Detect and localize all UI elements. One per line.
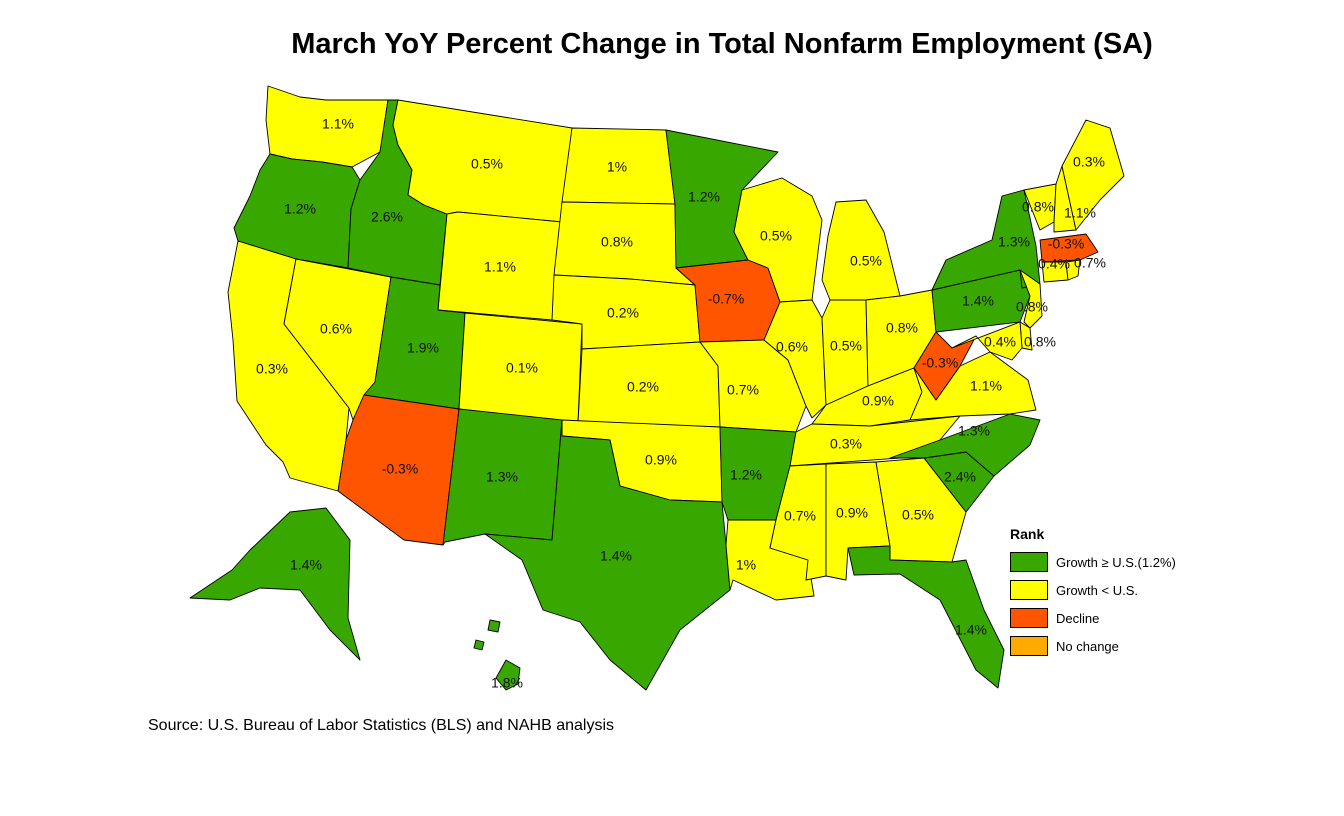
state-value-label-nc: 1.3% — [958, 423, 990, 439]
legend-swatch-growth-lt-us — [1010, 580, 1048, 600]
state-fl — [847, 545, 1005, 689]
state-value-label-me: 0.3% — [1073, 154, 1105, 170]
state-value-label-ok: 0.9% — [645, 452, 677, 468]
state-value-label-wy: 1.1% — [484, 259, 516, 275]
state-ri — [1065, 259, 1081, 281]
state-value-label-or: 1.2% — [284, 201, 316, 217]
state-value-label-ky: 0.9% — [862, 393, 894, 409]
state-value-label-mo: 0.7% — [727, 382, 759, 398]
state-value-label-in: 0.5% — [830, 338, 862, 354]
state-value-label-la: 1% — [736, 557, 756, 573]
map-title: March YoY Percent Change in Total Nonfar… — [291, 28, 1153, 60]
state-value-label-sd: 0.8% — [601, 234, 633, 250]
state-value-label-oh: 0.8% — [886, 320, 918, 336]
state-hi — [473, 619, 521, 691]
state-ak — [189, 507, 361, 661]
state-il — [763, 299, 827, 419]
state-value-label-ga: 0.5% — [902, 507, 934, 523]
state-value-label-az: -0.3% — [382, 461, 419, 477]
state-mi — [821, 199, 901, 301]
state-value-label-wa: 1.1% — [322, 116, 354, 132]
state-value-label-ak: 1.4% — [290, 557, 322, 573]
state-value-label-mi: 0.5% — [850, 253, 882, 269]
state-value-label-nh: 1.1% — [1064, 205, 1096, 221]
legend-item-decline: Decline — [1010, 604, 1176, 632]
state-me — [1061, 119, 1125, 231]
state-value-label-ma: -0.3% — [1048, 236, 1085, 252]
state-value-label-ks: 0.2% — [627, 379, 659, 395]
state-value-label-co: 0.1% — [506, 360, 538, 376]
state-wy — [437, 211, 563, 321]
state-value-label-nv: 0.6% — [320, 321, 352, 337]
state-nh — [1053, 165, 1077, 233]
legend-label-growth-ge-us: Growth ≥ U.S.(1.2%) — [1056, 554, 1176, 570]
state-md — [951, 321, 1023, 361]
state-value-label-nd: 1% — [607, 159, 627, 175]
state-value-label-nj: 0.8% — [1016, 299, 1048, 315]
legend-item-growth-ge-us: Growth ≥ U.S.(1.2%) — [1010, 548, 1176, 576]
state-value-label-il: 0.6% — [776, 339, 808, 355]
legend: Rank Growth ≥ U.S.(1.2%) Growth < U.S. D… — [1010, 526, 1176, 660]
state-value-label-id: 2.6% — [371, 209, 403, 225]
state-value-label-ri: 0.7% — [1074, 255, 1106, 271]
state-value-label-ar: 1.2% — [730, 467, 762, 483]
state-ma — [1039, 233, 1099, 263]
state-nc — [889, 413, 1041, 477]
state-value-label-de: 0.8% — [1024, 334, 1056, 350]
state-value-label-va: 1.1% — [970, 378, 1002, 394]
state-value-label-mt: 0.5% — [471, 156, 503, 172]
state-value-label-ms: 0.7% — [784, 508, 816, 524]
state-value-label-ny: 1.3% — [998, 234, 1030, 250]
legend-title: Rank — [1010, 526, 1045, 542]
state-value-label-tx: 1.4% — [600, 548, 632, 564]
legend-label-no-change: No change — [1056, 638, 1119, 654]
state-value-label-hi: 1.8% — [491, 675, 523, 691]
legend-label-growth-lt-us: Growth < U.S. — [1056, 582, 1138, 598]
state-value-label-ca: 0.3% — [256, 361, 288, 377]
state-value-label-sc: 2.4% — [944, 469, 976, 485]
state-ny — [931, 189, 1041, 291]
state-value-label-ct: 0.4% — [1038, 256, 1070, 272]
state-tx — [484, 419, 731, 691]
source-note: Source: U.S. Bureau of Labor Statistics … — [148, 717, 614, 734]
legend-swatch-growth-ge-us — [1010, 552, 1048, 572]
state-value-label-fl: 1.4% — [955, 622, 987, 638]
state-value-label-pa: 1.4% — [962, 293, 994, 309]
state-value-label-ia: -0.7% — [708, 291, 745, 307]
legend-label-decline: Decline — [1056, 610, 1100, 626]
state-value-label-nm: 1.3% — [486, 469, 518, 485]
legend-item-no-change: No change — [1010, 632, 1176, 660]
legend-item-growth-lt-us: Growth < U.S. — [1010, 576, 1176, 604]
state-value-label-al: 0.9% — [836, 505, 868, 521]
state-value-label-wi: 0.5% — [760, 228, 792, 244]
state-value-label-ut: 1.9% — [407, 340, 439, 356]
legend-swatch-no-change — [1010, 636, 1048, 656]
state-value-label-wv: -0.3% — [922, 355, 959, 371]
state-value-label-mn: 1.2% — [688, 189, 720, 205]
state-value-label-tn: 0.3% — [830, 436, 862, 452]
legend-swatch-decline — [1010, 608, 1048, 628]
state-value-label-md: 0.4% — [984, 334, 1016, 350]
state-value-label-vt: 0.8% — [1022, 199, 1054, 215]
state-value-label-ne: 0.2% — [607, 305, 639, 321]
